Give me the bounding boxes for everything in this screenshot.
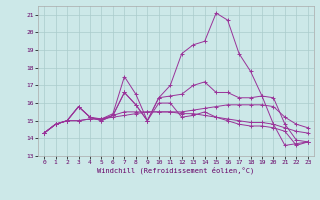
X-axis label: Windchill (Refroidissement éolien,°C): Windchill (Refroidissement éolien,°C) <box>97 167 255 174</box>
